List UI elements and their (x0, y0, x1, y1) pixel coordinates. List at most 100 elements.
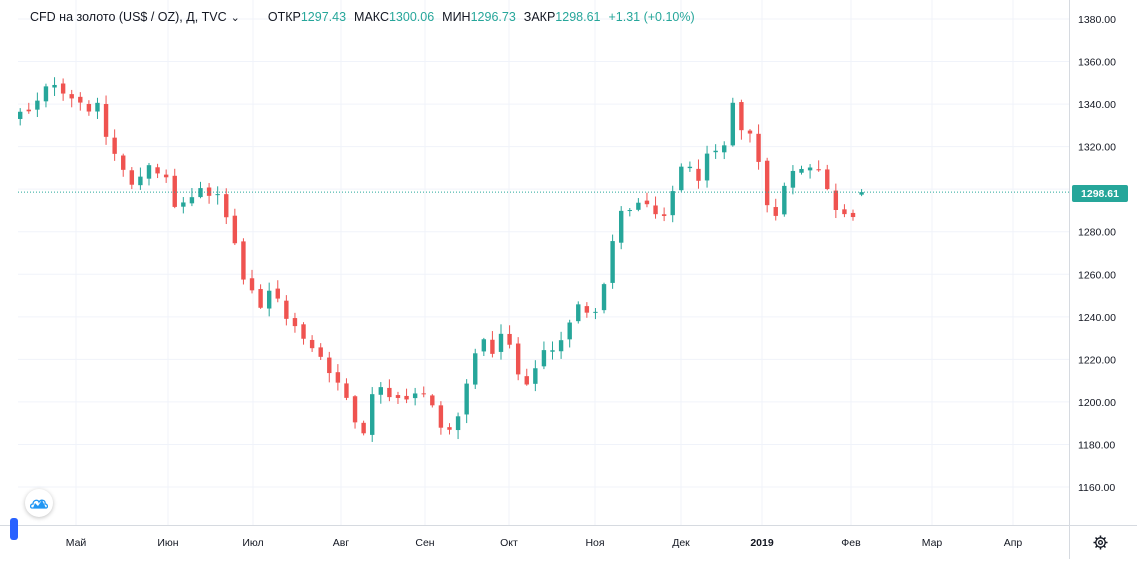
candle-up (215, 186, 220, 205)
candle-down (661, 207, 667, 222)
candle-up (722, 141, 727, 160)
candle-down (387, 379, 392, 402)
candle-up (464, 379, 469, 424)
candle-up (481, 337, 487, 357)
candle-down (86, 100, 92, 116)
candle-up (627, 207, 632, 217)
gear-icon[interactable] (1091, 533, 1109, 551)
candle-down (850, 209, 856, 221)
change-value: +1.31 (+0.10%) (608, 10, 695, 24)
candle-down (825, 164, 830, 191)
candle-up (687, 161, 693, 172)
high-label: МАКС (354, 10, 389, 24)
price-tick-label: 1320.00 (1078, 142, 1116, 154)
candle-up (95, 97, 100, 119)
candle-down (103, 95, 109, 145)
candle-down (163, 169, 169, 183)
candle-up (498, 324, 504, 360)
grid-lines (18, 0, 1069, 525)
candle-up (189, 187, 195, 207)
candle-up (593, 308, 598, 320)
candle-down (241, 238, 246, 285)
candle-up (138, 167, 143, 190)
price-tick-label: 1380.00 (1078, 14, 1116, 26)
symbol-title[interactable]: CFD на золото (US$ / OZ), Д, TVC (30, 10, 227, 24)
candle-down (644, 192, 650, 208)
candle-up (43, 83, 49, 108)
candle-up (541, 341, 547, 370)
candle-up (455, 412, 461, 440)
candle-down (421, 386, 426, 398)
candle-down (584, 302, 590, 318)
candle-down (352, 395, 358, 429)
time-tick-label: Ноя (585, 537, 604, 549)
price-tick-label: 1200.00 (1078, 397, 1116, 409)
open-label: ОТКР (267, 10, 301, 24)
candle-down (292, 312, 298, 333)
candle-down (318, 343, 323, 361)
close-label: ЗАКР (523, 10, 556, 24)
price-tick-label: 1280.00 (1078, 227, 1116, 239)
price-tick-label: 1260.00 (1078, 269, 1116, 281)
candle-up (533, 360, 538, 392)
candle-up (670, 185, 675, 223)
candle-down (515, 337, 521, 381)
candle-down (249, 269, 255, 294)
candle-up (558, 331, 564, 359)
candle-up (782, 182, 787, 217)
candle-down (172, 168, 177, 209)
candle-up (730, 97, 736, 147)
candle-down (438, 401, 444, 435)
time-tick-label: Мар (922, 537, 943, 549)
candle-down (78, 92, 83, 111)
candle-down (430, 394, 435, 408)
candle-up (18, 108, 23, 126)
open-value: 1297.43 (300, 10, 347, 24)
candle-up (198, 181, 203, 199)
candle-up (619, 206, 624, 250)
candle-up (266, 282, 272, 317)
price-tick-label: 1240.00 (1078, 312, 1116, 324)
candle-down (309, 335, 315, 352)
time-axis[interactable]: Май Июн Июл Авг Сен Окт Ноя Дек 2019 Фев Мар Апр (66, 537, 1023, 549)
time-tick-label: Дек (672, 537, 690, 549)
candle-down (404, 388, 409, 404)
price-tick-label: 1180.00 (1078, 439, 1115, 451)
chevron-down-icon[interactable]: ⌄ (230, 11, 240, 24)
time-tick-label: Июл (242, 537, 263, 549)
time-tick-label: Июн (157, 537, 178, 549)
candle-down (258, 284, 263, 309)
candle-down (112, 129, 117, 161)
candle-down (816, 160, 821, 172)
candle-down (155, 163, 160, 179)
candle-down (121, 153, 126, 177)
candle-up (378, 382, 384, 404)
candle-down (224, 188, 229, 225)
tradingview-cloud-icon[interactable] (25, 489, 53, 517)
candle-up (610, 234, 615, 289)
candle-down (507, 325, 512, 349)
candle-up (576, 301, 581, 324)
price-tick-label: 1360.00 (1078, 57, 1116, 69)
candle-up (790, 165, 796, 195)
candle-down (490, 331, 495, 358)
time-tick-label: Окт (500, 537, 518, 549)
time-tick-label: Май (66, 537, 87, 549)
price-axis[interactable]: 1160.00 1180.00 1200.00 1220.00 1240.00 1260.… (1078, 14, 1116, 494)
candle-up (181, 197, 186, 214)
price-tick-label: 1340.00 (1078, 99, 1116, 111)
candle-down (833, 183, 839, 219)
candle-up (567, 319, 572, 348)
candle-down (842, 204, 847, 218)
candle-up (807, 164, 813, 179)
candle-up (799, 165, 804, 175)
candle-up (146, 162, 152, 186)
time-tick-label: Фев (841, 537, 861, 549)
candle-down (327, 351, 332, 383)
time-scroll-handle[interactable] (10, 518, 18, 540)
candle-down (335, 364, 341, 391)
time-tick-label: Авг (333, 537, 350, 549)
time-tick-label: Апр (1004, 537, 1023, 549)
candle-up (636, 198, 641, 212)
